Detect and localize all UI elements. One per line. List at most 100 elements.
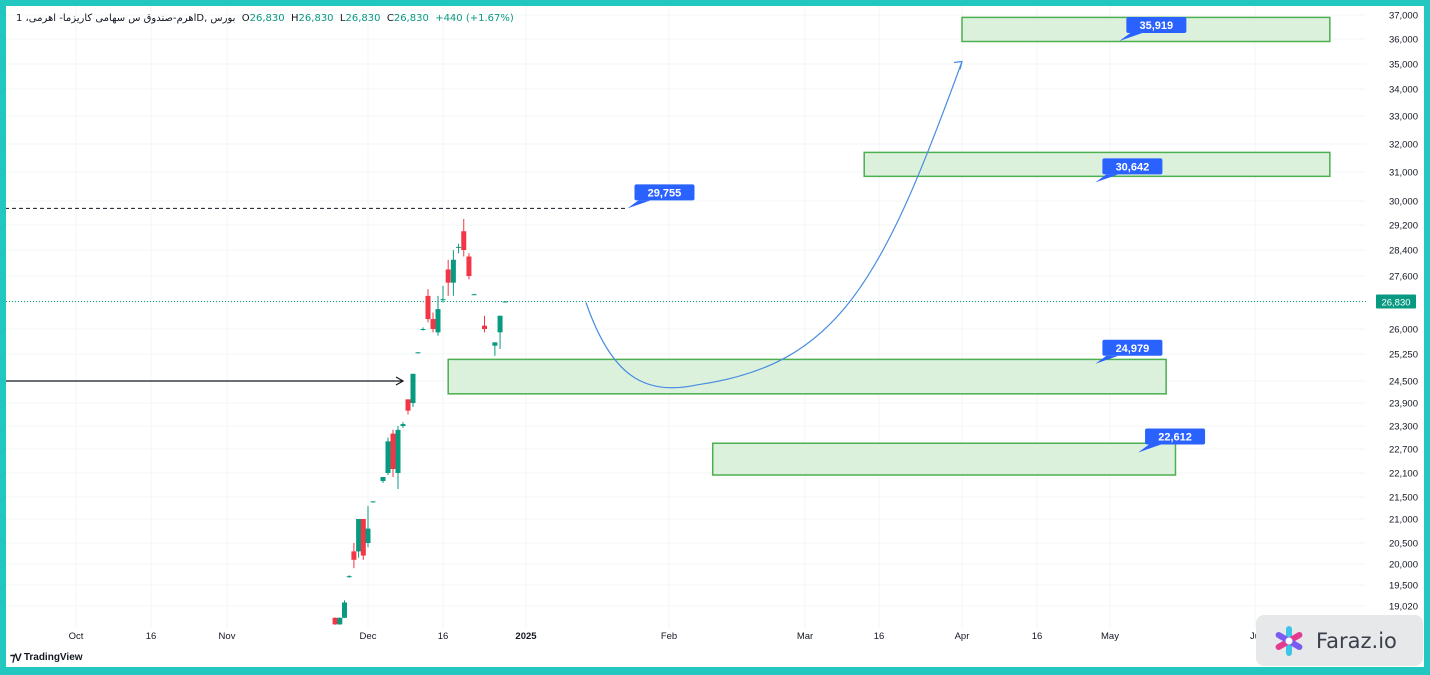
x-tick-label: May (1101, 631, 1119, 642)
callout-box (1126, 17, 1187, 34)
callout-label: 30,642 (1116, 161, 1150, 173)
callout-pointer-icon (1138, 444, 1162, 453)
callout-pointer-icon (1095, 174, 1119, 183)
y-tick-label: 19,020 (1389, 602, 1418, 613)
zones[interactable] (447, 16, 1331, 476)
candle-body (482, 325, 487, 329)
projection-arrow-icon (953, 60, 963, 70)
tradingview-logo[interactable]: ⁊V TradingView (10, 651, 83, 664)
candle (430, 312, 436, 333)
tradingview-icon: ⁊V (10, 652, 22, 664)
faraz-watermark: Faraz.io (1256, 615, 1423, 666)
x-tick-label: 16 (1032, 631, 1043, 642)
price-zone[interactable] (711, 442, 1177, 476)
last-price-badge (1376, 294, 1416, 309)
candle (440, 285, 446, 303)
candle-body (385, 441, 391, 473)
y-tick-label: 22,700 (1389, 445, 1418, 456)
candle (492, 342, 498, 356)
candle-body (346, 576, 352, 578)
y-tick-label: 35,000 (1389, 60, 1418, 71)
high-value: 26,830 (298, 13, 334, 24)
candle (346, 575, 352, 578)
candle-body (445, 269, 451, 283)
price-callout[interactable]: 30,642 (1095, 158, 1163, 183)
candle (450, 250, 456, 296)
candle (385, 437, 391, 475)
callout-label: 24,979 (1116, 343, 1150, 355)
projection-curve[interactable] (585, 61, 963, 389)
symbol-name[interactable]: اهرم-صندوق س سهامی کاریزما- اهرمی، 1 (16, 13, 197, 24)
candle-body (365, 528, 371, 543)
candle (497, 315, 503, 349)
candle-body (360, 519, 366, 556)
candle-body (435, 309, 441, 333)
y-tick-label: 36,000 (1389, 35, 1418, 46)
candle (356, 519, 362, 558)
callout-label: 35,919 (1140, 20, 1174, 32)
candle-body (410, 373, 416, 403)
candle (405, 399, 411, 415)
y-tick-label: 25,250 (1389, 350, 1418, 361)
candle-body (450, 259, 456, 283)
candle (471, 293, 477, 296)
x-tick-label: 16 (146, 631, 157, 642)
callout-pointer-icon (627, 200, 651, 209)
x-axis[interactable]: Oct 16 Nov Dec 16 2025 Feb Mar 16 Apr 16 May Ju (69, 631, 1260, 642)
candle (502, 301, 508, 303)
symbol-legend: اهرم-صندوق س سهامی کاریزما- اهرمی، 1D, ب… (16, 13, 514, 24)
candle (482, 315, 487, 333)
y-tick-label: 19,500 (1389, 581, 1418, 592)
y-tick-label: 28,400 (1389, 246, 1418, 257)
interval-label[interactable]: D (196, 13, 205, 24)
candle-body (342, 602, 347, 618)
candle-body (502, 301, 508, 303)
price-callout[interactable]: 35,919 (1119, 17, 1187, 42)
candle-body (466, 256, 472, 276)
x-tick-label: 16 (874, 631, 885, 642)
price-chart[interactable]: 35,919 30,642 29,755 24,979 22,612 19,020 19,… (6, 6, 1424, 667)
candle-body (351, 551, 357, 560)
price-zone[interactable] (447, 358, 1167, 395)
callout-label: 29,755 (648, 187, 682, 199)
candle (370, 500, 376, 503)
candle-body (461, 231, 467, 250)
candle (445, 259, 451, 296)
drawing-lines[interactable] (6, 60, 1366, 389)
candle-body (400, 424, 406, 426)
y-tick-label: 37,000 (1389, 11, 1418, 22)
y-axis[interactable]: 19,020 19,500 20,000 20,500 21,000 21,500 22,1… (1376, 11, 1418, 613)
candle-body (380, 477, 386, 481)
candles (332, 219, 508, 625)
y-tick-label: 27,600 (1389, 272, 1418, 283)
callout-box (1102, 158, 1163, 175)
candle (351, 543, 357, 569)
candle (365, 505, 371, 548)
y-tick-label: 21,500 (1389, 493, 1418, 504)
candle-body (420, 329, 426, 330)
y-tick-label: 31,000 (1389, 168, 1418, 179)
callout-pointer-icon (1119, 33, 1143, 42)
close-value: 26,830 (393, 13, 429, 24)
price-zone[interactable] (863, 151, 1331, 178)
candle (425, 289, 431, 323)
y-tick-label: 30,000 (1389, 197, 1418, 208)
price-callout[interactable]: 22,612 (1138, 428, 1206, 453)
y-tick-label: 22,100 (1389, 469, 1418, 480)
low-value: 26,830 (345, 13, 381, 24)
candle (342, 600, 347, 618)
y-tick-label: 23,900 (1389, 399, 1418, 410)
price-callout[interactable]: 24,979 (1095, 339, 1163, 364)
price-callout[interactable]: 29,755 (627, 184, 695, 209)
last-price-label: 26,830 (1381, 298, 1410, 309)
y-tick-label: 23,300 (1389, 422, 1418, 433)
candle-body (497, 315, 503, 333)
candle-body (430, 319, 436, 329)
callout-box (634, 184, 695, 201)
candle-body (440, 299, 446, 301)
candle-body (370, 501, 376, 503)
y-tick-label: 20,000 (1389, 560, 1418, 571)
x-tick-label: 16 (438, 631, 449, 642)
callouts[interactable]: 35,919 30,642 29,755 24,979 22,612 (627, 17, 1206, 453)
callout-box (1102, 339, 1163, 356)
